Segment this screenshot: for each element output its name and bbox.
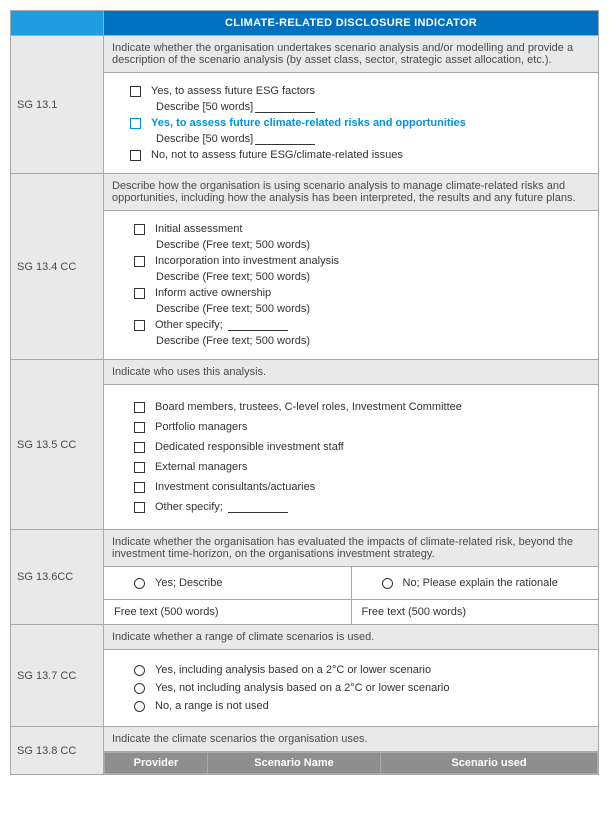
sg-code-13-7: SG 13.7 CC [11, 625, 104, 727]
checkbox-icon[interactable] [134, 502, 145, 513]
prompt-13-6: Indicate whether the organisation has ev… [104, 530, 599, 567]
radio-icon[interactable] [382, 578, 393, 589]
opt-label: Incorporation into investment analysis [155, 255, 339, 267]
opt-label: Inform active ownership [155, 287, 271, 299]
provider-col-header: Provider [105, 753, 208, 774]
opt-label: No, a range is not used [155, 700, 269, 712]
content-13-5: Board members, trustees, C-level roles, … [104, 385, 599, 530]
checkbox-icon[interactable] [134, 288, 145, 299]
opt-label: Dedicated responsible investment staff [155, 441, 344, 453]
sub-label: Describe (Free text; 500 words) [156, 335, 588, 347]
opt-label: Portfolio managers [155, 421, 247, 433]
prompt-13-8: Indicate the climate scenarios the organ… [104, 727, 599, 752]
checkbox-icon[interactable] [130, 118, 141, 129]
opt-label: Yes, not including analysis based on a 2… [155, 682, 449, 694]
checkbox-icon[interactable] [134, 482, 145, 493]
opt-label: Yes, to assess future ESG factors [151, 85, 315, 97]
checkbox-icon[interactable] [134, 224, 145, 235]
opt-label-selected: Yes, to assess future climate-related ri… [151, 117, 466, 129]
opt-label: Yes, including analysis based on a 2°C o… [155, 664, 431, 676]
freetext-label: Free text (500 words) [114, 606, 219, 618]
content-13-1: Yes, to assess future ESG factors Descri… [104, 73, 599, 174]
sub-label: Describe (Free text; 500 words) [156, 303, 588, 315]
blank-line[interactable] [228, 512, 288, 513]
opt-label: Investment consultants/actuaries [155, 481, 315, 493]
opt-label: No; Please explain the rationale [403, 577, 558, 589]
content-13-4: Initial assessment Describe (Free text; … [104, 211, 599, 360]
checkbox-icon[interactable] [130, 86, 141, 97]
content-13-6: Yes; Describe No; Please explain the rat… [104, 567, 599, 625]
sg-code-13-1: SG 13.1 [11, 36, 104, 174]
sub-label: Describe (Free text; 500 words) [156, 239, 588, 251]
header-left-blank [11, 11, 104, 36]
blank-line[interactable] [228, 330, 288, 331]
opt-label: External managers [155, 461, 247, 473]
content-13-8: Provider Scenario Name Scenario used [104, 752, 599, 775]
sg-code-13-5: SG 13.5 CC [11, 360, 104, 530]
sub-label: Describe [50 words] [156, 101, 253, 113]
prompt-13-5: Indicate who uses this analysis. [104, 360, 599, 385]
header-title: CLIMATE-RELATED DISCLOSURE INDICATOR [104, 11, 599, 36]
checkbox-icon[interactable] [134, 422, 145, 433]
checkbox-icon[interactable] [134, 442, 145, 453]
sg-code-13-6: SG 13.6CC [11, 530, 104, 625]
provider-table: Provider Scenario Name Scenario used [104, 752, 598, 774]
opt-label: Board members, trustees, C-level roles, … [155, 401, 462, 413]
opt-label: No, not to assess future ESG/climate-rel… [151, 149, 403, 161]
checkbox-icon[interactable] [134, 402, 145, 413]
sub-label: Describe [50 words] [156, 133, 253, 145]
sub-label: Describe (Free text; 500 words) [156, 271, 588, 283]
checkbox-icon[interactable] [134, 462, 145, 473]
opt-label: Other specify; [155, 501, 223, 513]
scenario-name-col-header: Scenario Name [208, 753, 381, 774]
freetext-label: Free text (500 words) [362, 606, 467, 618]
scenario-used-col-header: Scenario used [381, 753, 598, 774]
sg-code-13-8: SG 13.8 CC [11, 727, 104, 775]
radio-icon[interactable] [134, 578, 145, 589]
sg-code-13-4: SG 13.4 CC [11, 174, 104, 360]
checkbox-icon[interactable] [134, 256, 145, 267]
radio-icon[interactable] [134, 683, 145, 694]
disclosure-table: CLIMATE-RELATED DISCLOSURE INDICATOR SG … [10, 10, 599, 775]
radio-icon[interactable] [134, 665, 145, 676]
checkbox-icon[interactable] [134, 320, 145, 331]
prompt-13-4: Describe how the organisation is using s… [104, 174, 599, 211]
checkbox-icon[interactable] [130, 150, 141, 161]
blank-line[interactable] [255, 112, 315, 113]
opt-label: Other specify; [155, 319, 223, 331]
opt-label: Yes; Describe [155, 577, 222, 589]
opt-label: Initial assessment [155, 223, 242, 235]
content-13-7: Yes, including analysis based on a 2°C o… [104, 650, 599, 727]
prompt-13-1: Indicate whether the organisation undert… [104, 36, 599, 73]
blank-line[interactable] [255, 144, 315, 145]
radio-icon[interactable] [134, 701, 145, 712]
prompt-13-7: Indicate whether a range of climate scen… [104, 625, 599, 650]
